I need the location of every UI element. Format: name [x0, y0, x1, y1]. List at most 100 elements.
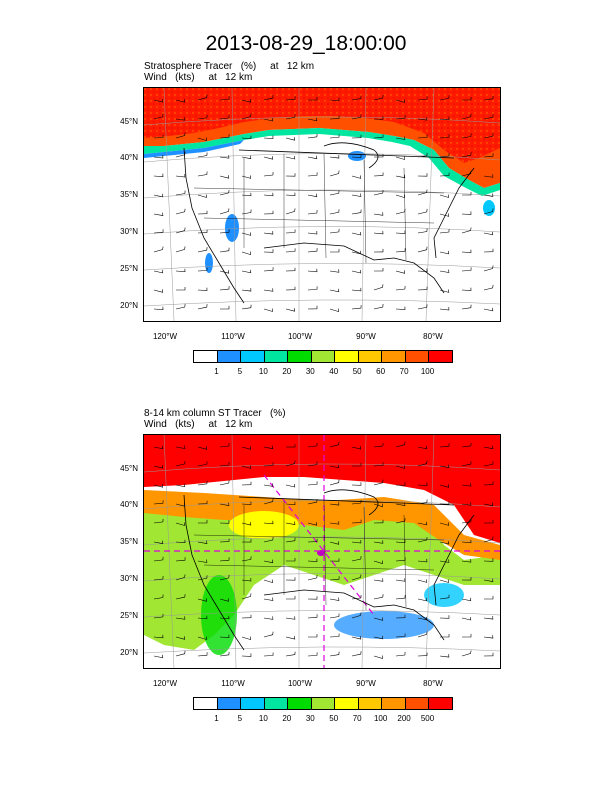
wind-barb	[373, 303, 384, 310]
wind-barb	[153, 518, 164, 524]
wind-barb	[175, 616, 186, 620]
wind-barb	[484, 520, 494, 524]
wind-barb	[395, 230, 406, 234]
graticule	[144, 88, 500, 321]
top-colorbar-box	[358, 351, 383, 362]
wind-barb	[153, 173, 164, 178]
wind-barb	[417, 536, 428, 543]
wind-barb	[241, 135, 252, 140]
bottom-lat-label-45: 45°N	[120, 464, 138, 473]
wind-barb	[329, 308, 339, 313]
wind-barb	[241, 577, 252, 582]
top-colorbar-label: 100	[420, 367, 435, 376]
wind-barb	[241, 232, 252, 236]
wind-barb	[175, 303, 186, 310]
wind-barb	[307, 305, 318, 310]
wind-barb	[285, 651, 296, 657]
wind-barb	[219, 442, 230, 448]
wind-barb	[329, 209, 340, 215]
wind-barb	[417, 652, 428, 657]
wind-barb	[153, 465, 164, 469]
wind-barb	[153, 575, 164, 581]
top-colorbar-box	[288, 351, 312, 362]
wind-barb	[417, 208, 428, 215]
wind-barb	[351, 305, 362, 310]
wind-barb	[417, 152, 428, 158]
wind-barb	[219, 557, 230, 562]
top-colorbar-box	[311, 351, 336, 362]
wind-barb	[241, 614, 252, 619]
wind-barb	[395, 518, 406, 524]
wind-barb	[417, 228, 428, 234]
wind-barb	[374, 268, 384, 272]
top-lon-label-110: 110°W	[221, 332, 245, 341]
wind-barb	[263, 267, 274, 272]
bottom-colorbar-box	[311, 698, 336, 709]
wind-barb	[483, 595, 494, 600]
wind-barb	[439, 594, 450, 600]
wind-barb	[263, 498, 274, 505]
wind-barb	[175, 636, 186, 640]
wind-barbs	[153, 441, 494, 659]
wind-barb	[153, 484, 164, 488]
wind-barb	[373, 172, 384, 177]
wind-barb	[197, 636, 207, 640]
wind-barb	[373, 248, 384, 253]
wind-barb	[329, 170, 340, 177]
bottom-colorbar-box	[288, 698, 312, 709]
wind-barb	[307, 596, 318, 600]
wind-barb	[263, 95, 274, 101]
wind-barb	[197, 194, 207, 198]
wind-barb	[439, 306, 450, 311]
wind-barb	[197, 210, 208, 215]
bottom-colorbar-label: 30	[305, 714, 315, 723]
wind-barb	[307, 652, 318, 657]
wind-barb	[307, 248, 318, 253]
wind-barb	[175, 574, 186, 581]
wind-barb	[307, 268, 318, 273]
wind-barb	[483, 652, 494, 657]
wind-barb	[483, 502, 494, 507]
wind-barb	[197, 304, 208, 310]
state-borders	[193, 500, 445, 611]
wind-barb	[417, 117, 428, 121]
wind-barb	[285, 96, 296, 101]
bottom-colorbar-label: 10	[258, 714, 268, 723]
wind-barb	[175, 117, 186, 121]
wind-barb	[153, 134, 164, 139]
wind-barb	[219, 189, 230, 196]
wind-barb	[307, 193, 318, 198]
wind-barb	[329, 464, 340, 469]
wind-barb	[175, 190, 186, 196]
wind-barb	[461, 133, 472, 139]
wind-barb	[175, 483, 186, 488]
wind-barb	[417, 482, 428, 486]
top-map-plot	[144, 88, 500, 321]
wind-barb	[153, 99, 164, 103]
wind-barb	[329, 134, 340, 139]
wind-barb	[175, 151, 186, 158]
wind-barb	[285, 267, 296, 272]
wind-barb	[395, 633, 406, 638]
wind-barb	[175, 460, 186, 467]
wind-barb	[219, 479, 230, 486]
wind-barb	[461, 461, 472, 467]
wind-barb	[439, 95, 450, 101]
state-borders	[193, 153, 445, 264]
wind-barb	[395, 194, 405, 199]
bottom-colorbar-label: 5	[237, 714, 243, 723]
wind-barb	[373, 617, 384, 621]
wind-barb	[285, 137, 296, 141]
wind-barb	[197, 114, 208, 120]
wind-barb	[263, 631, 274, 638]
wind-barb	[395, 595, 406, 600]
wind-barb	[175, 650, 186, 657]
wind-barb	[395, 136, 406, 140]
column-patch-blue-gulf	[334, 611, 434, 639]
wind-barb	[285, 208, 296, 215]
wind-barb	[461, 539, 472, 544]
wind-barb	[461, 287, 472, 291]
wind-barb	[461, 518, 472, 524]
wind-barb	[373, 503, 383, 508]
wind-barb	[241, 501, 252, 505]
